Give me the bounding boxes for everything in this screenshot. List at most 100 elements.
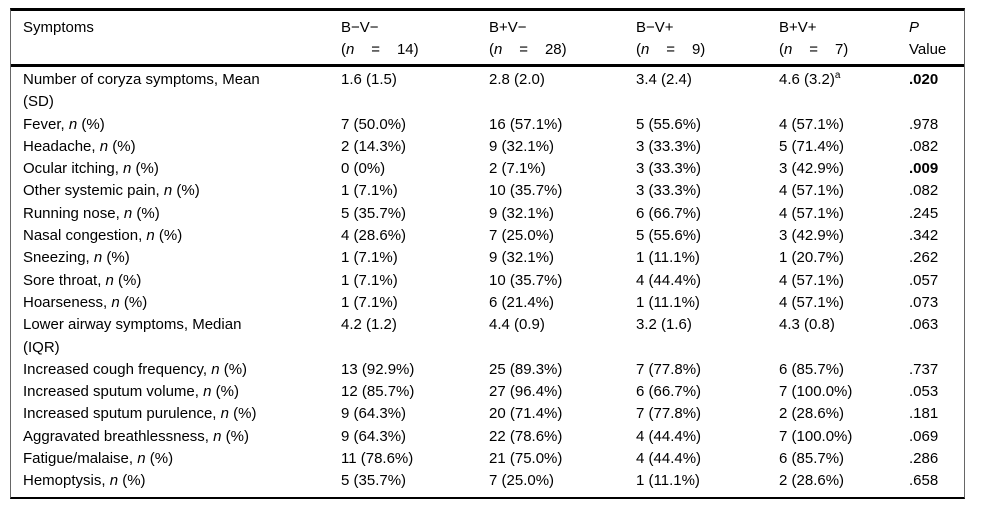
value-cell: 7 (25.0%) bbox=[489, 227, 555, 245]
table-row: Other systemic pain, n (%) 1 (7.1%) 10 (35… bbox=[11, 180, 964, 202]
value-cell: 9 (32.1%) bbox=[489, 137, 555, 155]
symptom-label-cell: Hemoptysis, n (%) bbox=[23, 472, 146, 490]
p-value-cell: .262 bbox=[909, 249, 939, 267]
p-value-cell: .245 bbox=[909, 204, 939, 222]
p-value-cell: .082 bbox=[909, 182, 939, 200]
value-cell: 3.2 (1.6) bbox=[636, 316, 692, 334]
symptom-label-cell: Increased sputum purulence, n (%) bbox=[23, 405, 257, 423]
value-cell: 20 (71.4%) bbox=[489, 405, 563, 423]
table-row: Hoarseness, n (%) 1 (7.1%) 6 (21.4%) 1 (11.… bbox=[11, 292, 964, 314]
table-row: Increased sputum purulence, n (%) 9 (64.3… bbox=[11, 403, 964, 425]
value-cell: 4.3 (0.8) bbox=[779, 316, 835, 334]
value-cell: 5 (35.7%) bbox=[341, 472, 407, 490]
value-cell: 2 (14.3%) bbox=[341, 137, 407, 155]
value-cell: 4 (57.1%) bbox=[779, 204, 845, 222]
table-row: Lower airway symptoms, Median (IQR) 4.2 (1… bbox=[11, 314, 964, 359]
table-row: Hemoptysis, n (%) 5 (35.7%) 7 (25.0%) 1 (11… bbox=[11, 470, 964, 496]
value-cell: 4 (44.4%) bbox=[636, 271, 702, 289]
value-cell: 6 (66.7%) bbox=[636, 383, 702, 401]
value-cell: 0 (0%) bbox=[341, 160, 386, 178]
table-row: Headache, n (%) 2 (14.3%) 9 (32.1%) 3 (33.3… bbox=[11, 136, 964, 158]
value-cell: 1 (7.1%) bbox=[341, 293, 398, 311]
symptom-label-cell: Sneezing, n (%) bbox=[23, 249, 130, 267]
footnote-marker: a bbox=[834, 70, 841, 81]
value-cell: 27 (96.4%) bbox=[489, 383, 563, 401]
value-cell: 4.6 (3.2)a bbox=[779, 70, 841, 89]
column-subtitle bbox=[23, 39, 341, 61]
column-title: B−V+ bbox=[636, 19, 674, 36]
value-cell: 11 (78.6%) bbox=[341, 450, 414, 468]
value-cell: 4 (44.4%) bbox=[636, 427, 702, 445]
column-title: B+V+ bbox=[779, 19, 817, 36]
value-cell: 1 (11.1%) bbox=[636, 293, 700, 311]
table-row: Increased sputum volume, n (%) 12 (85.7%)… bbox=[11, 381, 964, 403]
value-cell: 21 (75.0%) bbox=[489, 450, 563, 468]
p-value-cell: .082 bbox=[909, 137, 939, 155]
value-cell: 4 (57.1%) bbox=[779, 293, 845, 311]
value-cell: 7 (77.8%) bbox=[636, 405, 702, 423]
value-cell: 9 (64.3%) bbox=[341, 405, 407, 423]
column-subtitle: (n = 14) bbox=[341, 40, 419, 58]
symptom-label-cell: Sore throat, n (%) bbox=[23, 271, 142, 289]
symptoms-table: Symptoms B−V− (n = 14) B+V− (n = 28) B−V+ (n … bbox=[10, 8, 965, 499]
value-cell: 1.6 (1.5) bbox=[341, 71, 397, 88]
column-subtitle: (n = 9) bbox=[636, 40, 706, 58]
value-cell: 1 (7.1%) bbox=[341, 182, 398, 200]
value-cell: 6 (66.7%) bbox=[636, 204, 702, 222]
column-subtitle: (n = 28) bbox=[489, 40, 567, 58]
symptom-label-cell: Number of coryza symptoms, Mean (SD) bbox=[23, 71, 260, 111]
p-value-cell: .737 bbox=[909, 360, 939, 378]
symptom-label-cell: Aggravated breathlessness, n (%) bbox=[23, 427, 249, 445]
value-cell: 1 (20.7%) bbox=[779, 249, 845, 267]
value-cell: 7 (100.0%) bbox=[779, 383, 853, 401]
column-subtitle: (n = 7) bbox=[779, 40, 849, 58]
p-value-cell: .658 bbox=[909, 472, 939, 490]
value-cell: 6 (85.7%) bbox=[779, 360, 845, 378]
column-title: B+V− bbox=[489, 19, 527, 36]
value-cell: 10 (35.7%) bbox=[489, 271, 563, 289]
symptom-label-cell: Other systemic pain, n (%) bbox=[23, 182, 200, 200]
value-cell: 4 (57.1%) bbox=[779, 182, 845, 200]
symptom-label-cell: Increased sputum volume, n (%) bbox=[23, 383, 239, 401]
column-header-b-pos-v-pos: B+V+ (n = 7) bbox=[779, 11, 909, 67]
value-cell: 4 (44.4%) bbox=[636, 450, 702, 468]
symptom-label-cell: Running nose, n (%) bbox=[23, 204, 160, 222]
value-cell: 1 (7.1%) bbox=[341, 249, 398, 267]
symptom-label-cell: Ocular itching, n (%) bbox=[23, 160, 159, 178]
table-body: Number of coryza symptoms, Mean (SD) 1.6 (… bbox=[11, 67, 964, 497]
symptom-label-cell: Headache, n (%) bbox=[23, 137, 136, 155]
value-cell: 2 (7.1%) bbox=[489, 160, 546, 178]
symptom-label-cell: Nasal congestion, n (%) bbox=[23, 227, 183, 245]
value-cell: 4.2 (1.2) bbox=[341, 316, 397, 334]
table-row: Number of coryza symptoms, Mean (SD) 1.6 (… bbox=[11, 67, 964, 114]
value-cell: 16 (57.1%) bbox=[489, 115, 563, 133]
value-cell: 1 (11.1%) bbox=[636, 472, 700, 490]
p-value-cell: .342 bbox=[909, 227, 939, 245]
value-cell: 13 (92.9%) bbox=[341, 360, 415, 378]
value-cell: 3 (42.9%) bbox=[779, 160, 845, 178]
symptom-label-cell: Fatigue/malaise, n (%) bbox=[23, 450, 174, 468]
value-cell: 12 (85.7%) bbox=[341, 383, 415, 401]
value-cell: 9 (32.1%) bbox=[489, 204, 555, 222]
value-cell: 7 (77.8%) bbox=[636, 360, 702, 378]
symptom-label-cell: Lower airway symptoms, Median (IQR) bbox=[23, 316, 242, 356]
column-header-b-pos-v-neg: B+V− (n = 28) bbox=[489, 11, 636, 67]
p-value-cell: .286 bbox=[909, 450, 939, 468]
value-cell: 1 (11.1%) bbox=[636, 249, 700, 267]
value-cell: 7 (25.0%) bbox=[489, 472, 555, 490]
table-row: Increased cough frequency, n (%) 13 (92.9… bbox=[11, 359, 964, 381]
column-title: Symptoms bbox=[23, 19, 94, 36]
symptom-label-cell: Fever, n (%) bbox=[23, 115, 105, 133]
value-cell: 9 (64.3%) bbox=[341, 427, 407, 445]
value-cell: 3 (33.3%) bbox=[636, 182, 702, 200]
value-cell: 5 (55.6%) bbox=[636, 227, 702, 245]
value-cell: 1 (7.1%) bbox=[341, 271, 398, 289]
p-value-cell: .053 bbox=[909, 383, 939, 401]
value-cell: 5 (71.4%) bbox=[779, 137, 845, 155]
value-cell: 2.8 (2.0) bbox=[489, 71, 545, 88]
header-row: Symptoms B−V− (n = 14) B+V− (n = 28) B−V+ (n … bbox=[11, 11, 964, 67]
table-row: Fatigue/malaise, n (%) 11 (78.6%) 21 (75.0… bbox=[11, 448, 964, 470]
table-row: Running nose, n (%) 5 (35.7%) 9 (32.1%) 6 (… bbox=[11, 203, 964, 225]
p-value-cell: .069 bbox=[909, 427, 939, 445]
